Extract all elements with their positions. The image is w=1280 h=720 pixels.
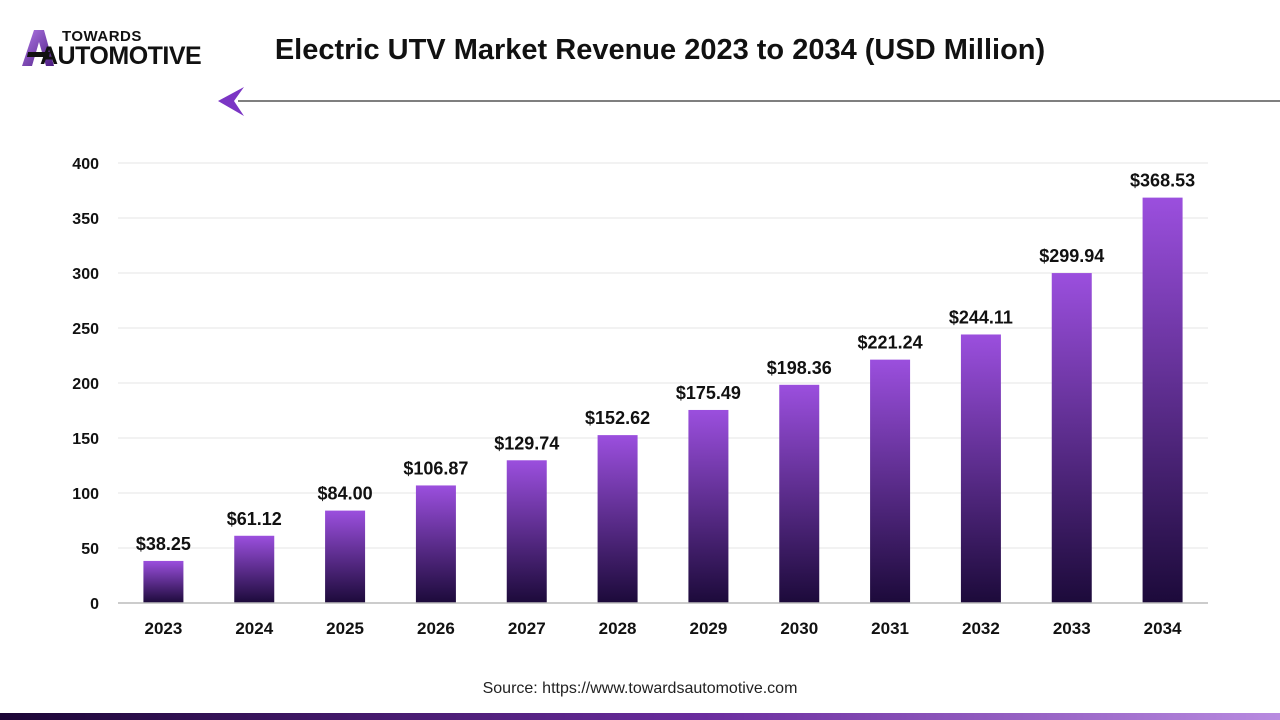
brand-name-line2: AUTOMOTIVE bbox=[40, 42, 202, 70]
bar-2032 bbox=[960, 334, 1001, 603]
data-label-2029: $175.49 bbox=[676, 383, 741, 403]
bar-2025 bbox=[325, 510, 366, 603]
data-label-2034: $368.53 bbox=[1130, 171, 1195, 191]
brand-logo-icon bbox=[22, 30, 54, 66]
y-tick-label: 0 bbox=[90, 596, 99, 613]
x-tick-label-2028: 2028 bbox=[599, 619, 637, 638]
bar-2034 bbox=[1142, 197, 1183, 603]
y-tick-label: 400 bbox=[72, 156, 99, 173]
data-label-2030: $198.36 bbox=[767, 358, 832, 378]
title-divider-arrow bbox=[218, 87, 1280, 116]
bars bbox=[143, 197, 1183, 603]
x-tick-label-2023: 2023 bbox=[145, 619, 183, 638]
data-label-2032: $244.11 bbox=[949, 307, 1013, 327]
bar-2031 bbox=[870, 359, 911, 603]
y-tick-label: 300 bbox=[72, 266, 99, 283]
bar-2023 bbox=[143, 560, 184, 603]
bar-2029 bbox=[688, 409, 729, 603]
x-tick-label-2031: 2031 bbox=[871, 619, 909, 638]
y-tick-label: 150 bbox=[72, 431, 99, 448]
y-tick-label: 50 bbox=[81, 541, 99, 558]
bar-2030 bbox=[779, 384, 820, 603]
brand-logo: TOWARDS AUTOMOTIVE bbox=[20, 28, 230, 72]
data-label-2028: $152.62 bbox=[585, 408, 650, 428]
bar-chart: 0 50 100 150 200 250 300 350 400 $38.25 $61.12 $84… bbox=[72, 156, 1208, 638]
bar-2028 bbox=[597, 435, 638, 603]
x-tick-label-2024: 2024 bbox=[235, 619, 273, 638]
data-label-2027: $129.74 bbox=[494, 433, 559, 453]
footer-accent-bar bbox=[0, 713, 1280, 720]
x-tick-label-2032: 2032 bbox=[962, 619, 1000, 638]
x-axis-ticks: 2023 2024 2025 2026 2027 2028 2029 2030 2031 2032… bbox=[145, 619, 1183, 638]
x-tick-label-2027: 2027 bbox=[508, 619, 546, 638]
data-label-2031: $221.24 bbox=[858, 333, 923, 353]
y-tick-label: 100 bbox=[72, 486, 99, 503]
source-note: Source: https://www.towardsautomotive.co… bbox=[482, 680, 798, 697]
x-tick-label-2025: 2025 bbox=[326, 619, 364, 638]
x-tick-label-2026: 2026 bbox=[417, 619, 455, 638]
y-tick-label: 350 bbox=[72, 211, 99, 228]
y-axis-ticks: 0 50 100 150 200 250 300 350 400 bbox=[72, 156, 99, 613]
brand-name-line1: TOWARDS bbox=[62, 28, 142, 45]
x-tick-label-2030: 2030 bbox=[780, 619, 818, 638]
data-labels: $38.25 $61.12 $84.00 $106.87 $129.74 $152.62 $… bbox=[136, 171, 1195, 554]
data-label-2033: $299.94 bbox=[1039, 246, 1104, 266]
x-tick-label-2029: 2029 bbox=[690, 619, 728, 638]
data-label-2024: $61.12 bbox=[227, 509, 282, 529]
bar-2027 bbox=[506, 460, 547, 603]
x-tick-label-2033: 2033 bbox=[1053, 619, 1091, 638]
y-tick-label: 250 bbox=[72, 321, 99, 338]
bar-2026 bbox=[415, 485, 456, 603]
chart-title: Electric UTV Market Revenue 2023 to 2034… bbox=[274, 34, 1046, 66]
bar-2033 bbox=[1051, 273, 1092, 603]
data-label-2026: $106.87 bbox=[403, 458, 468, 478]
data-label-2023: $38.25 bbox=[136, 534, 191, 554]
y-tick-label: 200 bbox=[72, 376, 99, 393]
bar-2024 bbox=[234, 535, 275, 603]
data-label-2025: $84.00 bbox=[318, 484, 373, 504]
gridlines bbox=[118, 162, 1208, 549]
x-tick-label-2034: 2034 bbox=[1144, 619, 1182, 638]
